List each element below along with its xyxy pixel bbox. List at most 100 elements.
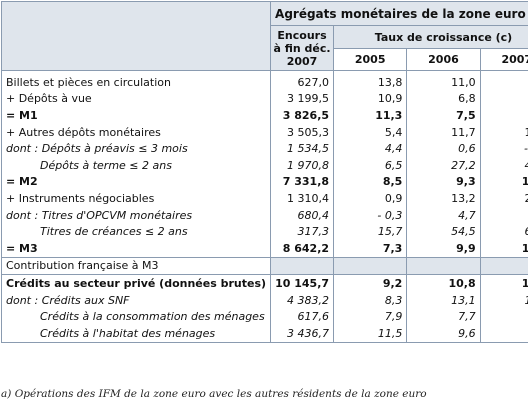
value-cell: 3 505,3 xyxy=(270,123,334,141)
row-label: dont : Dépôts à préavis ≤ 3 mois xyxy=(6,142,188,156)
row-label: Titres de créances ≤ 2 ans xyxy=(40,225,188,239)
value-cell: 7,5 xyxy=(406,107,481,124)
value-cell: 7,7 xyxy=(406,308,481,325)
value-cell: 5,3 xyxy=(479,308,528,325)
value-cell: 3 826,5 xyxy=(270,107,334,124)
table-row: + Autres dépôts monétaires 3 505,3 5,4 11,7… xyxy=(2,123,528,141)
value-cell: 27,2 xyxy=(406,156,481,174)
row-label: Crédits à la consommation des ménages xyxy=(40,310,265,324)
year-header: 2007 xyxy=(479,48,528,71)
value-cell: - 0,3 xyxy=(333,206,407,224)
value-cell: 11,0 xyxy=(406,70,481,91)
value-cell: 3 436,7 xyxy=(270,324,334,343)
value-cell: 680,4 xyxy=(270,206,334,224)
table-row: dont : Dépôts à préavis ≤ 3 mois 1 534,5 4… xyxy=(2,140,528,157)
table-row: = M38 642,27,39,911,5 xyxy=(1,239,528,258)
row-label: Contribution française à M3 xyxy=(1,257,271,276)
row-label: Billets et pièces en circulation xyxy=(6,75,171,89)
row-label: + Instruments négociables xyxy=(6,191,155,205)
table-row: = M1 3 826,511,37,54,0 xyxy=(2,107,528,124)
value-cell: 4,7 xyxy=(406,206,481,224)
value-cell: 13,8 xyxy=(333,70,407,91)
value-cell xyxy=(406,257,481,276)
value-cell: 8,5 xyxy=(333,173,407,191)
value-cell: 317,3 xyxy=(270,223,334,240)
value-cell: 17,7 xyxy=(479,123,528,141)
aggregates-table: Agrégats monétaires de la zone euro (a) … xyxy=(0,1,528,343)
value-cell: 4,0 xyxy=(479,107,528,124)
table-row: Titres de créances ≤ 2 ans 317,315,754,56… xyxy=(2,223,528,240)
value-cell: 15,7 xyxy=(333,223,407,240)
value-cell: 9,6 xyxy=(406,324,481,343)
value-cell: 6,5 xyxy=(333,156,407,174)
value-cell: 13,2 xyxy=(406,190,481,207)
value-cell: 7,1 xyxy=(479,324,528,343)
value-cell: 60,2 xyxy=(479,223,528,240)
value-cell: 5,4 xyxy=(333,123,407,141)
value-cell: 11,5 xyxy=(333,324,407,343)
table-row: Crédits à l'habitat des ménages 3 436,7 11… xyxy=(1,324,528,343)
value-cell: 10,9 xyxy=(333,90,407,108)
value-cell: 20,0 xyxy=(479,190,528,207)
value-cell: 7 331,8 xyxy=(270,173,334,191)
value-cell: 3,2 xyxy=(479,90,528,108)
row-label: = M1 xyxy=(6,108,38,122)
value-cell xyxy=(270,257,334,276)
table-row: = M2 7 331,88,59,310,1 xyxy=(2,173,528,191)
table-row: dont : Titres d'OPCVM monétaires 680,4- 0… xyxy=(2,206,528,224)
value-cell xyxy=(479,257,528,276)
footnote: a) Opérations des IFM de la zone euro av… xyxy=(1,388,427,400)
value-cell: 0,6 xyxy=(406,140,481,157)
table-body: Billets et pièces en circulation 627,0 13,… xyxy=(1,70,528,343)
value-cell: 13,1 xyxy=(406,291,481,309)
value-cell: 54,5 xyxy=(406,223,481,240)
value-cell: 8 642,2 xyxy=(270,239,334,258)
value-cell: 7,9 xyxy=(333,308,407,325)
row-label: + Dépôts à vue xyxy=(6,92,92,106)
table-row: Crédits à la consommation des ménages 617… xyxy=(2,308,528,325)
row-label: dont : Titres d'OPCVM monétaires xyxy=(6,208,193,222)
row-label: dont : Crédits aux SNF xyxy=(6,293,130,307)
value-cell: 4 383,2 xyxy=(270,291,334,309)
value-cell: 4,4 xyxy=(333,140,407,157)
table-row: dont : Crédits aux SNF 4 383,28,313,114,4 xyxy=(2,291,528,309)
table-row: + Instruments négociables 1 310,4 0,9 13,2 2… xyxy=(2,190,528,207)
value-cell: 7,3 xyxy=(333,239,407,258)
value-cell: 10,8 xyxy=(406,274,481,292)
value-cell: 617,6 xyxy=(270,308,334,325)
value-cell: 11,3 xyxy=(333,107,407,124)
value-cell: 9,3 xyxy=(406,173,481,191)
value-cell: 627,0 xyxy=(270,70,334,91)
value-cell: 10,1 xyxy=(479,173,528,191)
table-row: Crédits au secteur privé (données brutes… xyxy=(2,274,528,292)
value-cell: 0,9 xyxy=(333,190,407,207)
table-row: + Dépôts à vue 3 199,510,96,83,2 xyxy=(2,90,528,108)
year-header: 2006 xyxy=(406,48,481,71)
year-header: 2005 xyxy=(333,48,408,71)
value-cell: 8,3 xyxy=(333,291,407,309)
value-cell: 9,2 xyxy=(479,206,528,224)
value-cell: 9,2 xyxy=(333,274,407,292)
value-cell: 1 970,8 xyxy=(270,156,334,174)
value-cell: 1 534,5 xyxy=(270,140,334,157)
value-cell: - 3,6 xyxy=(479,140,528,157)
encours-header: Encours à fin déc. 2007 xyxy=(270,25,335,71)
row-label: = M2 xyxy=(6,175,38,189)
value-cell: 6,8 xyxy=(406,90,481,108)
row-label: = M3 xyxy=(1,239,271,258)
value-cell: 10 145,7 xyxy=(270,274,334,292)
row-label: Dépôts à terme ≤ 2 ans xyxy=(40,158,172,172)
table-row: Billets et pièces en circulation 627,0 13,… xyxy=(2,70,528,91)
row-label: Crédits à l'habitat des ménages xyxy=(1,324,271,343)
value-cell: 41,4 xyxy=(479,156,528,174)
value-cell: 11,5 xyxy=(479,239,528,258)
value-cell: 9,9 xyxy=(406,239,481,258)
value-cell: 1 310,4 xyxy=(270,190,334,207)
table-row: Dépôts à terme ≤ 2 ans 1 970,86,527,241,4 xyxy=(2,156,528,174)
corner-cell xyxy=(0,1,272,71)
value-cell: 11,7 xyxy=(406,123,481,141)
value-cell: 8,2 xyxy=(479,70,528,91)
growth-header: Taux de croissance (c) xyxy=(333,25,528,49)
value-cell xyxy=(333,257,407,276)
